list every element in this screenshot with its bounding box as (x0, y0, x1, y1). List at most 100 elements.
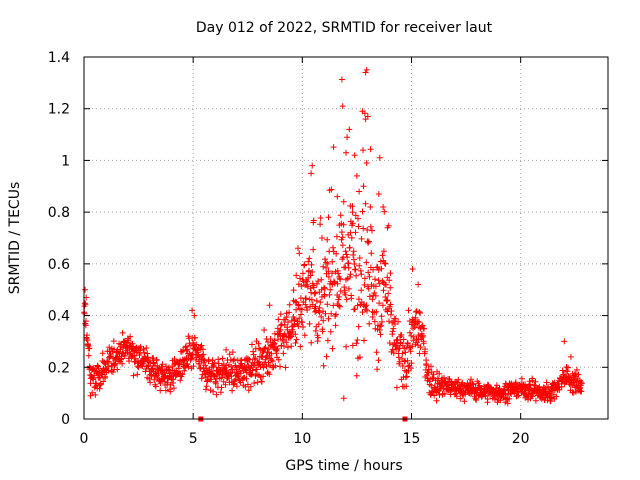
data-point (364, 307, 370, 314)
data-point (146, 375, 153, 382)
data-point (354, 337, 361, 343)
data-point (512, 379, 519, 386)
data-point (181, 367, 188, 374)
data-point (248, 371, 255, 378)
data-point (184, 346, 191, 353)
x-tick-labels: 0 5 10 15 20 (80, 431, 530, 447)
data-point (377, 331, 384, 338)
data-point (343, 251, 350, 258)
data-point (373, 349, 380, 356)
data-point (347, 229, 354, 236)
data-point (404, 340, 411, 346)
data-point (457, 395, 464, 402)
data-point (363, 160, 370, 166)
data-point (352, 266, 359, 273)
data-point (433, 397, 440, 404)
data-point (292, 340, 299, 346)
data-point (159, 361, 166, 368)
data-point (409, 343, 416, 350)
data-points (81, 66, 585, 407)
data-point (359, 108, 366, 115)
data-point (381, 208, 388, 215)
data-point (559, 367, 566, 374)
data-point (341, 284, 348, 291)
data-point (496, 385, 503, 392)
data-point (102, 366, 109, 373)
data-point (292, 331, 299, 338)
data-point (420, 332, 426, 339)
data-point (468, 376, 474, 383)
data-point (150, 355, 157, 362)
data-point (309, 269, 316, 275)
data-point (346, 126, 353, 133)
data-point (297, 343, 304, 350)
data-point (493, 382, 500, 389)
data-point (331, 279, 338, 286)
data-point (350, 248, 357, 255)
data-point (223, 346, 230, 353)
data-point (518, 375, 525, 382)
data-point (564, 368, 571, 375)
data-point (302, 301, 309, 308)
data-point (395, 354, 402, 361)
data-point (546, 389, 552, 396)
data-point (375, 267, 382, 273)
data-point (558, 383, 565, 390)
data-point (366, 273, 373, 280)
data-point (339, 234, 346, 241)
data-point (350, 252, 357, 258)
data-point (305, 258, 312, 265)
data-point (453, 393, 460, 400)
data-point (290, 287, 297, 294)
data-point (575, 371, 582, 378)
data-point (233, 383, 240, 390)
data-point (119, 329, 126, 336)
data-point (282, 364, 289, 371)
data-point (383, 298, 390, 304)
data-point (237, 379, 244, 386)
data-point (280, 350, 287, 357)
data-point (324, 301, 331, 308)
data-point (422, 348, 428, 355)
data-point (415, 336, 422, 343)
data-point (199, 346, 206, 353)
data-point (229, 387, 236, 394)
data-point (125, 337, 132, 344)
data-point (358, 287, 365, 294)
data-point (211, 359, 218, 366)
data-point (273, 350, 280, 357)
data-point (318, 276, 325, 283)
data-point (162, 387, 169, 394)
data-point (406, 329, 413, 336)
data-point (322, 310, 329, 317)
data-point (346, 244, 353, 251)
data-point (202, 362, 209, 369)
data-point (249, 367, 256, 374)
data-point (367, 146, 374, 153)
data-point (285, 319, 291, 326)
data-point (330, 302, 337, 309)
data-point (217, 389, 224, 396)
data-point (405, 307, 412, 314)
data-point (353, 340, 360, 347)
data-point (293, 272, 300, 279)
data-point (283, 339, 290, 346)
data-point (297, 275, 303, 282)
data-point (364, 227, 371, 233)
data-point (312, 303, 319, 310)
data-point (385, 290, 392, 297)
data-point (337, 212, 344, 219)
data-point (532, 397, 539, 404)
data-point (343, 343, 350, 350)
data-point (197, 364, 204, 371)
data-point (267, 336, 274, 342)
data-point (196, 360, 203, 367)
data-point (342, 291, 349, 298)
data-point (365, 239, 372, 246)
data-point (367, 223, 374, 230)
data-point (344, 134, 351, 141)
data-point (338, 76, 345, 83)
data-point (360, 147, 366, 154)
data-point (473, 397, 480, 403)
data-point (333, 311, 339, 318)
